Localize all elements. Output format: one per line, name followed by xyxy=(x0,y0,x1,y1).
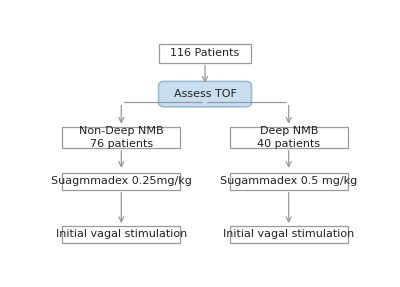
FancyBboxPatch shape xyxy=(158,82,252,107)
FancyBboxPatch shape xyxy=(230,173,348,190)
FancyBboxPatch shape xyxy=(62,127,180,148)
FancyBboxPatch shape xyxy=(230,127,348,148)
FancyBboxPatch shape xyxy=(230,226,348,243)
Text: Deep NMB
40 patients: Deep NMB 40 patients xyxy=(257,126,320,149)
Text: Sugammadex 0.5 mg/kg: Sugammadex 0.5 mg/kg xyxy=(220,177,357,186)
Text: Initial vagal stimulation: Initial vagal stimulation xyxy=(56,229,187,239)
Text: Non-Deep NMB
76 patients: Non-Deep NMB 76 patients xyxy=(79,126,164,149)
FancyBboxPatch shape xyxy=(62,173,180,190)
Text: Initial vagal stimulation: Initial vagal stimulation xyxy=(223,229,354,239)
FancyBboxPatch shape xyxy=(158,44,252,63)
Text: Suagmmadex 0.25mg/kg: Suagmmadex 0.25mg/kg xyxy=(51,177,192,186)
FancyBboxPatch shape xyxy=(62,226,180,243)
Text: Assess TOF: Assess TOF xyxy=(174,89,236,99)
Text: 116 Patients: 116 Patients xyxy=(170,48,240,58)
